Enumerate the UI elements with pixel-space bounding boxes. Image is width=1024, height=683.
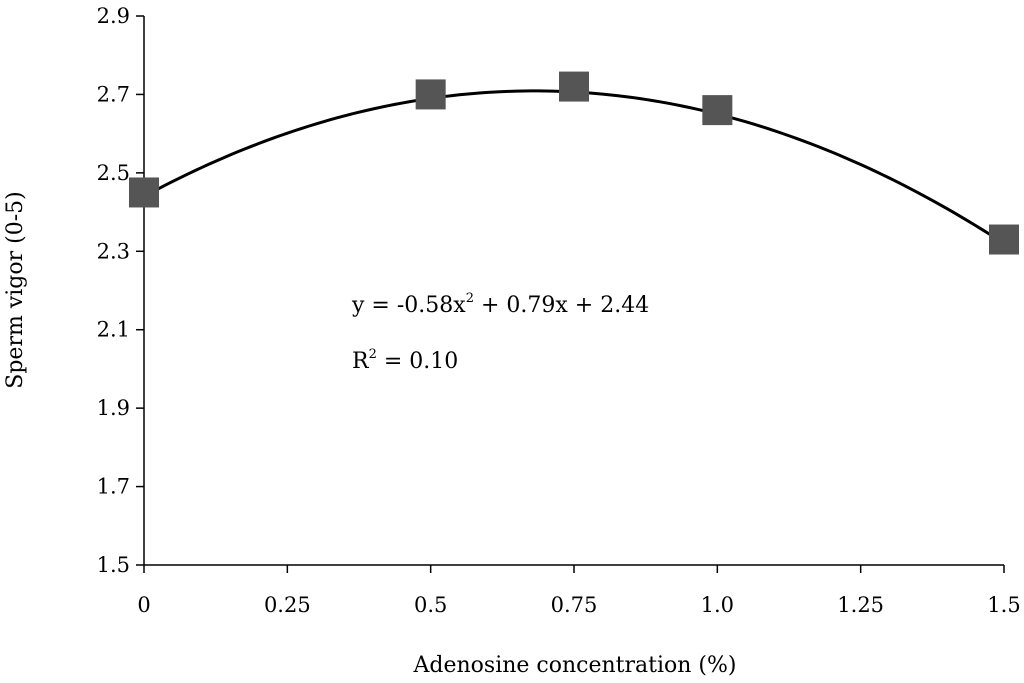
x-tick-label: 0.75 — [551, 593, 598, 617]
y-tick-label: 1.9 — [97, 396, 130, 420]
data-markers — [129, 71, 1019, 255]
x-axis-title: Adenosine concentration (%) — [413, 653, 737, 678]
data-point-marker — [129, 177, 159, 208]
y-tick-label: 2.7 — [97, 82, 130, 106]
data-point-marker — [989, 224, 1019, 255]
y-axis-title: Sperm vigor (0-5) — [3, 191, 28, 388]
x-tick-label: 0 — [137, 593, 150, 617]
y-tick-label: 2.9 — [97, 4, 130, 28]
x-tick-label: 0.5 — [414, 593, 447, 617]
data-point-marker — [702, 95, 733, 126]
x-tick-label: 1.0 — [701, 593, 734, 617]
equation-annotation: y = -0.58x2 + 0.79x + 2.44 — [351, 291, 649, 318]
x-ticks: 0 0.25 0.5 0.75 1.0 1.25 1.5 — [137, 565, 1021, 617]
r-squared-annotation: R2 = 0.10 — [352, 347, 458, 374]
x-tick-label: 1.5 — [987, 593, 1020, 617]
y-tick-label: 2.5 — [97, 161, 130, 185]
x-tick-label: 1.25 — [837, 593, 884, 617]
data-point-marker — [415, 79, 446, 110]
y-tick-label: 2.1 — [97, 318, 130, 342]
y-tick-label: 1.5 — [97, 553, 130, 577]
data-point-marker — [559, 71, 589, 102]
x-tick-label: 0.25 — [264, 593, 311, 617]
trendline-curve — [143, 89, 1005, 245]
y-tick-label: 2.3 — [97, 239, 130, 263]
y-tick-label: 1.7 — [97, 475, 130, 499]
y-ticks: 1.5 1.7 1.9 2.1 2.3 2.5 2.7 2.9 — [97, 4, 144, 577]
